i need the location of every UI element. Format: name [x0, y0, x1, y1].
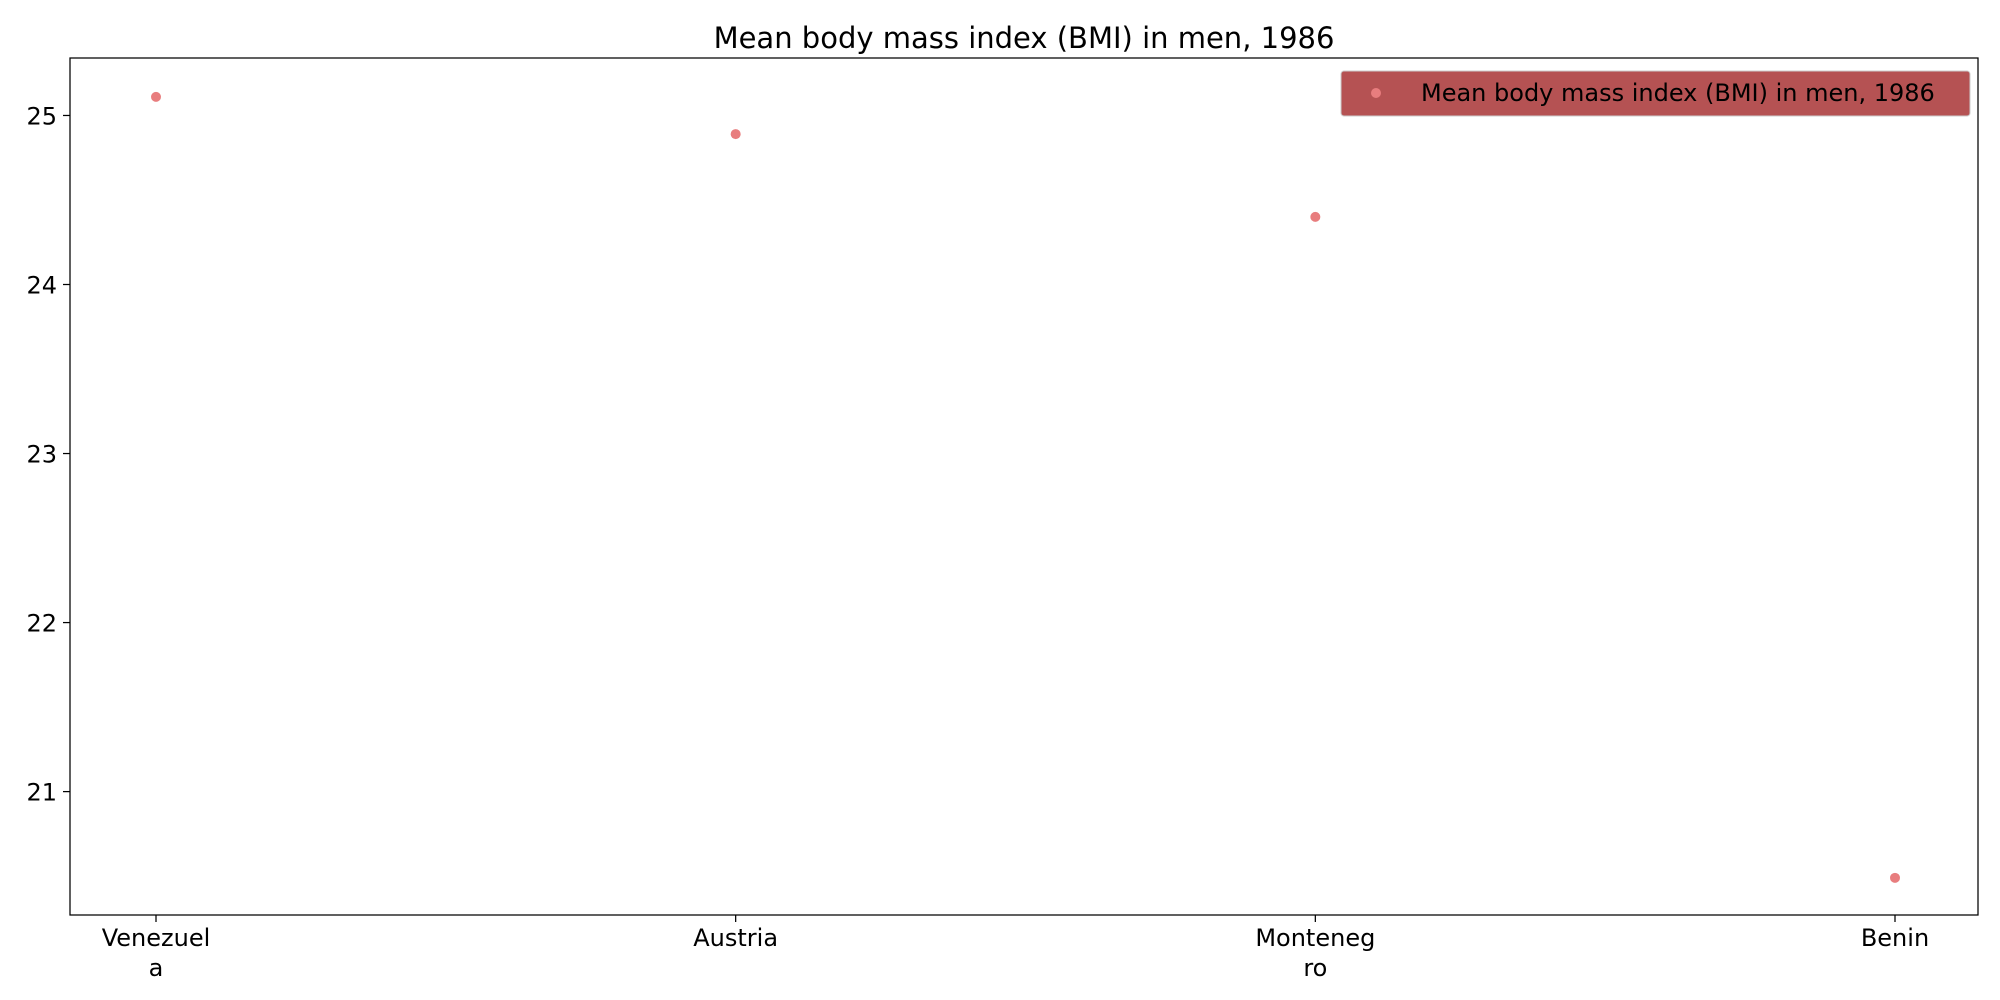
legend-marker-icon	[1371, 88, 1381, 98]
chart-title: Mean body mass index (BMI) in men, 1986	[714, 21, 1335, 55]
x-tick-label: Benin	[1861, 924, 1929, 952]
x-tick-label-line: a	[149, 954, 164, 982]
x-tick-label-line: Austria	[693, 924, 778, 952]
y-axis: 21 22 23 24 25	[26, 102, 70, 807]
y-tick-label: 25	[26, 102, 57, 130]
x-tick-label: Monteneg ro	[1255, 924, 1375, 982]
y-tick-label: 21	[26, 779, 57, 807]
data-point	[730, 129, 741, 140]
y-tick-label: 22	[26, 610, 57, 638]
legend-label: Mean body mass index (BMI) in men, 1986	[1421, 79, 1935, 107]
x-tick-label: Venezuel a	[102, 924, 211, 982]
x-axis: Venezuel a Austria Monteneg ro Benin	[102, 915, 1929, 982]
y-tick-label: 23	[26, 441, 57, 469]
legend-box	[1340, 70, 1971, 117]
data-point	[1310, 211, 1321, 222]
y-tick-label: 24	[26, 272, 57, 300]
x-tick-label-line: Benin	[1861, 924, 1929, 952]
x-tick-label-line: Monteneg	[1255, 924, 1375, 952]
data-point	[151, 91, 161, 102]
x-tick-label-line: Venezuel	[102, 924, 211, 952]
x-tick-label-line: ro	[1303, 954, 1327, 982]
x-tick-label: Austria	[693, 924, 778, 952]
data-point	[1890, 872, 1900, 883]
plot-area-frame	[69, 57, 1979, 916]
data-points	[151, 91, 1900, 883]
legend: Mean body mass index (BMI) in men, 1986	[1340, 70, 1971, 117]
